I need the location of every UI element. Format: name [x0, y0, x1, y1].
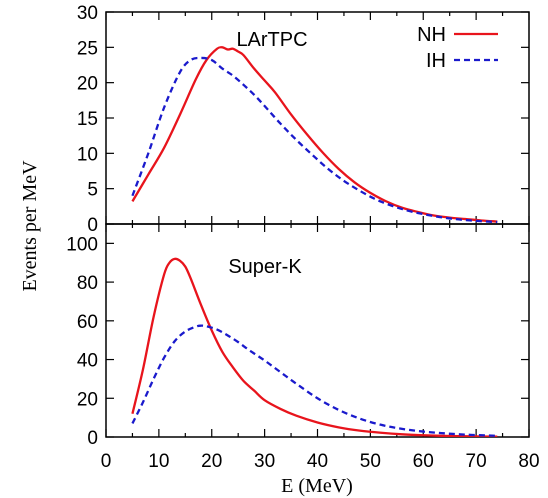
- x-tick-label: 10: [148, 451, 169, 472]
- top-panel: 0 5 10 15 20 25 30 LArTPC: [77, 3, 530, 236]
- x-tick-label: 50: [360, 451, 381, 472]
- x-tick-label: 0: [101, 451, 112, 472]
- panel-frame: [105, 223, 530, 438]
- x-tick-label: 70: [466, 451, 487, 472]
- y-tick-label: 10: [77, 144, 98, 165]
- panel-frame: [105, 11, 530, 225]
- y-tick-label: 100: [66, 234, 98, 255]
- x-tick-label: 80: [518, 451, 539, 472]
- y-tick-label: 20: [77, 74, 98, 95]
- y-tick-label: 20: [77, 389, 98, 410]
- legend-label-ih: IH: [426, 50, 446, 72]
- y-tick-label: 0: [87, 215, 98, 236]
- x-axis-title: E (MeV): [281, 475, 353, 497]
- y-tick-label: 25: [77, 38, 98, 59]
- x-tick-label: 40: [307, 451, 328, 472]
- y-axis-title: Events per MeV: [19, 160, 41, 292]
- y-tick-label: 80: [77, 273, 98, 294]
- y-tick-label: 40: [77, 351, 98, 372]
- bottom-panel: 0 20 40 60 80 100 Super-K: [66, 223, 530, 449]
- panel-label: LArTPC: [236, 29, 307, 51]
- panel-label: Super-K: [228, 256, 302, 278]
- y-tick-label: 30: [77, 3, 98, 24]
- series-line-ih: [131, 324, 498, 437]
- series-line-ih: [131, 56, 498, 224]
- x-tick-label: 60: [413, 451, 434, 472]
- series-line-nh: [131, 46, 498, 223]
- legend: NH IH: [417, 24, 498, 72]
- series-line-nh: [131, 257, 498, 437]
- x-tick-labels: 0 10 20 30 40 50 60 70 80: [101, 451, 540, 472]
- x-tick-label: 30: [254, 451, 275, 472]
- legend-label-nh: NH: [417, 24, 446, 46]
- y-tick-label: 5: [87, 180, 98, 201]
- y-tick-label: 0: [87, 428, 98, 449]
- y-tick-label: 60: [77, 312, 98, 333]
- x-tick-label: 20: [201, 451, 222, 472]
- y-tick-label: 15: [77, 109, 98, 130]
